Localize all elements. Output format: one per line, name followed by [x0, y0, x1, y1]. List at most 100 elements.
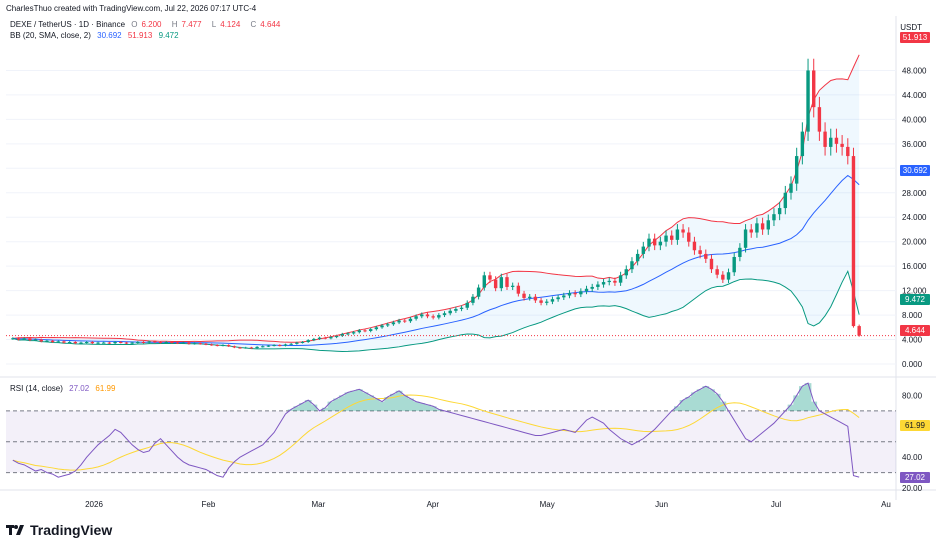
price-tick-label: 48.000 — [902, 66, 927, 75]
candle — [789, 183, 793, 193]
candle — [817, 107, 822, 132]
candle — [545, 301, 549, 303]
candle — [147, 341, 151, 343]
low-label: L — [211, 20, 217, 29]
candle — [846, 146, 850, 157]
candle — [306, 340, 310, 342]
candle — [329, 337, 333, 339]
time-tick-label: Apr — [427, 500, 440, 509]
candle — [658, 241, 663, 246]
rsi-value: 27.02 — [69, 384, 90, 393]
candle — [471, 296, 475, 303]
candle — [783, 192, 788, 209]
candle — [510, 285, 515, 287]
candle — [317, 337, 322, 339]
candle — [482, 275, 486, 288]
candle — [687, 232, 691, 242]
bb-lower-value: 9.472 — [158, 31, 179, 40]
upper-band-badge: 51.913 — [900, 32, 930, 43]
price-tick-label: 4.000 — [902, 336, 923, 345]
time-tick-label: 2026 — [85, 500, 103, 509]
rsi-badge: 27.02 — [900, 472, 930, 483]
candle — [652, 238, 657, 246]
candle — [465, 302, 469, 308]
candle — [647, 238, 651, 247]
close-value: 4.644 — [260, 20, 281, 29]
candle — [448, 310, 452, 314]
candle — [704, 253, 708, 259]
candle — [584, 288, 589, 292]
rsi-tick-label: 20.00 — [902, 484, 923, 493]
candle — [45, 340, 49, 342]
candle — [408, 318, 413, 322]
candle — [192, 343, 197, 345]
candle — [567, 293, 572, 296]
price-tick-label: 0.000 — [902, 360, 923, 369]
candle — [806, 70, 810, 132]
candle — [340, 334, 344, 336]
last-price-badge: 4.644 — [900, 325, 930, 336]
open-value: 6.200 — [141, 20, 162, 29]
candle — [124, 342, 129, 344]
candle — [772, 214, 776, 221]
rsi-overbought-fill — [287, 383, 818, 411]
time-tick-label: May — [540, 500, 555, 509]
candle — [624, 269, 628, 276]
candle — [351, 332, 356, 334]
candle — [709, 258, 714, 270]
candle — [244, 347, 248, 349]
candle — [562, 295, 566, 298]
candle — [431, 316, 435, 318]
basis-badge: 30.692 — [900, 165, 930, 176]
candle — [181, 342, 185, 344]
candle — [62, 341, 66, 343]
candle — [732, 256, 736, 273]
candle — [102, 342, 106, 344]
candle — [221, 345, 225, 347]
rsi-ma-badge: 61.99 — [900, 420, 930, 431]
candle — [215, 345, 220, 347]
candle — [493, 279, 498, 289]
candle — [28, 338, 32, 341]
candle — [812, 70, 816, 108]
candle — [641, 246, 646, 254]
open-label: O — [131, 20, 138, 29]
rsi-tick-label: 80.00 — [902, 391, 923, 400]
rsi-line — [12, 382, 860, 478]
candle — [692, 241, 697, 251]
candle — [363, 330, 367, 332]
currency-label: USDT — [900, 23, 922, 32]
tradingview-logo-text: TradingView — [30, 522, 113, 538]
candle — [278, 345, 282, 347]
ohlc-open: O 6.200 — [131, 20, 165, 29]
rsi-legend: RSI (14, close) 27.02 61.99 — [10, 384, 119, 393]
candle — [755, 223, 759, 233]
candle — [635, 253, 640, 262]
time-tick-label: Jul — [771, 500, 781, 509]
candle — [766, 220, 770, 230]
candle — [380, 325, 384, 328]
candle — [119, 341, 123, 343]
candle — [141, 341, 146, 343]
candle — [794, 156, 799, 184]
candle — [437, 315, 441, 318]
candle — [73, 341, 78, 344]
bb-lower-line — [12, 269, 860, 352]
candle — [590, 286, 594, 289]
candle — [357, 330, 362, 333]
candle — [613, 280, 617, 283]
time-tick-label: Au — [881, 500, 891, 509]
candle — [391, 322, 396, 325]
candle — [738, 247, 742, 257]
candle — [255, 346, 259, 349]
candle — [170, 341, 174, 343]
candle — [96, 342, 100, 344]
price-tick-label: 44.000 — [902, 91, 927, 100]
rsi-ma-value: 61.99 — [95, 384, 116, 393]
high-value: 7.477 — [181, 20, 202, 29]
candle — [420, 314, 424, 317]
candle — [50, 340, 55, 342]
lower-band-badge: 9.472 — [900, 294, 930, 305]
candle — [442, 313, 447, 316]
